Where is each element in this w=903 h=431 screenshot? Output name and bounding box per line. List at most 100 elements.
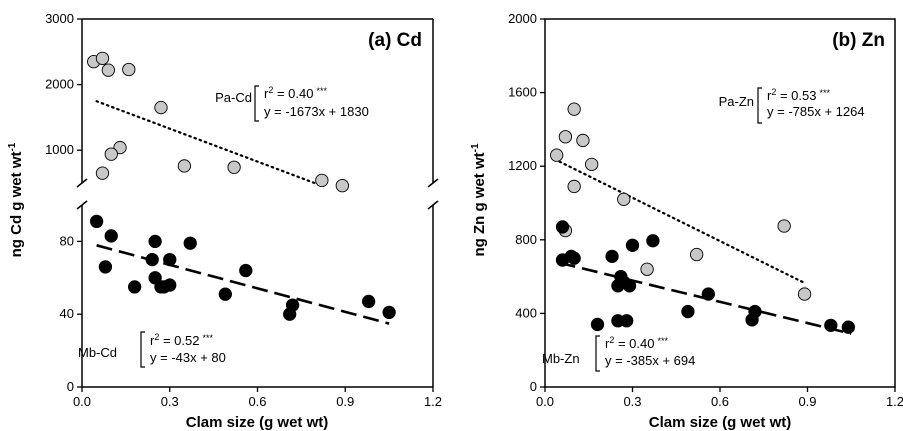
data-point-pa-cd xyxy=(95,166,110,180)
r2-value-pa-zn: = 0.53 xyxy=(776,88,816,103)
trend-line-mb-cd xyxy=(96,244,390,325)
data-point-mb-cd xyxy=(285,298,300,312)
stars-mb-cd: *** xyxy=(202,333,213,343)
axis-break-mark xyxy=(76,200,88,210)
data-point-mb-cd xyxy=(382,305,396,320)
data-point-mb-cd xyxy=(98,260,113,274)
panel-b-label: (b) Zn xyxy=(832,30,885,51)
x-tick-label: 1.2 xyxy=(424,394,442,409)
data-point-pa-cd xyxy=(95,51,110,66)
data-point-pa-zn xyxy=(690,247,704,262)
r2-prefix-mb-cd: r xyxy=(150,333,155,348)
y-tick-label: 800 xyxy=(515,232,537,247)
r2-line-pa-cd: r2 = 0.40 *** xyxy=(264,85,327,101)
data-point-mb-cd xyxy=(218,287,232,301)
bracket-pa-zn xyxy=(757,87,762,124)
data-point-pa-zn xyxy=(567,179,581,194)
data-point-mb-zn xyxy=(824,318,838,333)
y-tick-label: 40 xyxy=(60,306,74,321)
series-label-pa-zn: Pa-Zn xyxy=(719,94,754,109)
panel-a-y-axis-title-sup: -1 xyxy=(7,142,18,151)
axis-break-mark xyxy=(76,178,88,188)
data-point-mb-zn xyxy=(841,320,855,334)
r2-sup-pa-zn: 2 xyxy=(771,87,776,97)
axis-break-mark xyxy=(427,200,439,210)
data-point-pa-cd xyxy=(335,178,349,193)
x-tick-label: 0.3 xyxy=(623,394,641,409)
data-point-mb-zn xyxy=(622,279,637,293)
annotation-pa-cd: Pa-Cd r2 = 0.40 *** y = -1673x + 1830 xyxy=(215,85,369,122)
r2-prefix-pa-cd: r xyxy=(264,86,269,101)
equation-mb-zn: y = -385x + 694 xyxy=(605,353,695,368)
panel-b: 0.0 0.3 0.6 0.9 1.2 0 400 800 1200 1600 2000 (b) Z… xyxy=(470,11,903,431)
data-point-mb-zn xyxy=(567,251,581,265)
panel-b-y-axis-title-main: ng Zn g wet wt xyxy=(471,152,488,256)
bracket-pa-cd xyxy=(254,85,259,122)
data-point-pa-cd xyxy=(315,173,329,188)
axis-break-mark xyxy=(427,178,439,188)
r2-sup-mb-zn: 2 xyxy=(609,335,614,345)
r2-value-pa-cd: = 0.40 xyxy=(273,86,313,101)
data-point-pa-zn xyxy=(567,102,581,116)
y-tick-label: 1000 xyxy=(45,142,74,157)
panel-a-points xyxy=(87,51,396,321)
panel-a-y-axis-title-main: ng Cd g wet wt xyxy=(8,152,25,258)
bracket-mb-zn xyxy=(595,335,600,372)
data-point-mb-zn xyxy=(701,287,715,301)
data-point-pa-cd xyxy=(227,160,241,174)
data-point-mb-cd xyxy=(163,252,177,267)
panel-a-trend-lines xyxy=(95,100,390,325)
data-point-pa-zn xyxy=(777,219,791,233)
trend-line-pa-cd xyxy=(95,100,323,187)
y-tick-label: 400 xyxy=(515,305,537,320)
data-point-mb-zn xyxy=(555,220,570,234)
r2-value-mb-zn: = 0.40 xyxy=(614,336,654,351)
panel-a-x-axis-title: Clam size (g wet wt) xyxy=(186,414,329,431)
panel-b-trend-lines xyxy=(558,160,852,335)
data-point-pa-cd xyxy=(154,100,168,115)
data-point-mb-cd xyxy=(361,294,376,309)
r2-sup-mb-cd: 2 xyxy=(154,332,159,342)
series-label-pa-cd: Pa-Cd xyxy=(215,90,252,105)
annotation-mb-cd: Mb-Cd r2 = 0.52 *** y = -43x + 80 xyxy=(78,331,226,368)
x-tick-label: 0.0 xyxy=(536,394,554,409)
panel-b-x-axis-title: Clam size (g wet wt) xyxy=(649,414,792,431)
r2-line-pa-zn: r2 = 0.53 *** xyxy=(767,87,830,103)
series-label-mb-cd: Mb-Cd xyxy=(78,345,117,360)
panel-b-y-axis-title: ng Zn g wet wt-1 xyxy=(470,143,488,256)
data-point-pa-zn xyxy=(576,133,590,148)
y-tick-label: 2000 xyxy=(508,11,537,26)
data-point-pa-zn xyxy=(550,148,564,162)
x-tick-label: 1.2 xyxy=(886,394,903,409)
data-point-mb-cd xyxy=(163,278,177,292)
bracket-mb-cd xyxy=(140,331,145,368)
x-tick-label: 0.0 xyxy=(73,394,91,409)
data-point-mb-cd xyxy=(104,229,118,243)
x-tick-label: 0.3 xyxy=(161,394,179,409)
stars-pa-zn: *** xyxy=(819,88,830,98)
data-point-pa-zn xyxy=(797,287,812,301)
data-point-mb-zn xyxy=(605,249,619,264)
data-point-pa-cd xyxy=(101,63,115,77)
r2-line-mb-zn: r2 = 0.40 *** xyxy=(605,335,668,351)
panel-a-frame xyxy=(76,18,439,388)
data-point-pa-zn xyxy=(585,157,599,172)
data-point-mb-zn xyxy=(681,304,695,319)
equation-pa-cd: y = -1673x + 1830 xyxy=(264,104,369,119)
r2-prefix-pa-zn: r xyxy=(767,88,772,103)
data-point-pa-cd xyxy=(177,159,192,173)
data-point-mb-zn xyxy=(625,238,640,252)
panel-b-ticks: 0.0 0.3 0.6 0.9 1.2 0 400 800 1200 1600 2000 xyxy=(508,11,903,409)
y-tick-label: 1200 xyxy=(508,158,537,173)
equation-pa-zn: y = -785x + 1264 xyxy=(767,104,865,119)
data-point-mb-cd xyxy=(145,252,159,267)
data-point-mb-cd xyxy=(89,214,104,229)
annotation-mb-zn: Mb-Zn r2 = 0.40 *** y = -385x + 694 xyxy=(542,335,695,372)
r2-line-mb-cd: r2 = 0.52 *** xyxy=(150,332,213,348)
data-point-pa-zn xyxy=(558,130,573,144)
data-point-pa-cd xyxy=(122,62,136,77)
panel-b-points xyxy=(550,102,855,334)
data-point-pa-zn xyxy=(617,192,631,206)
data-point-pa-cd xyxy=(104,147,118,161)
